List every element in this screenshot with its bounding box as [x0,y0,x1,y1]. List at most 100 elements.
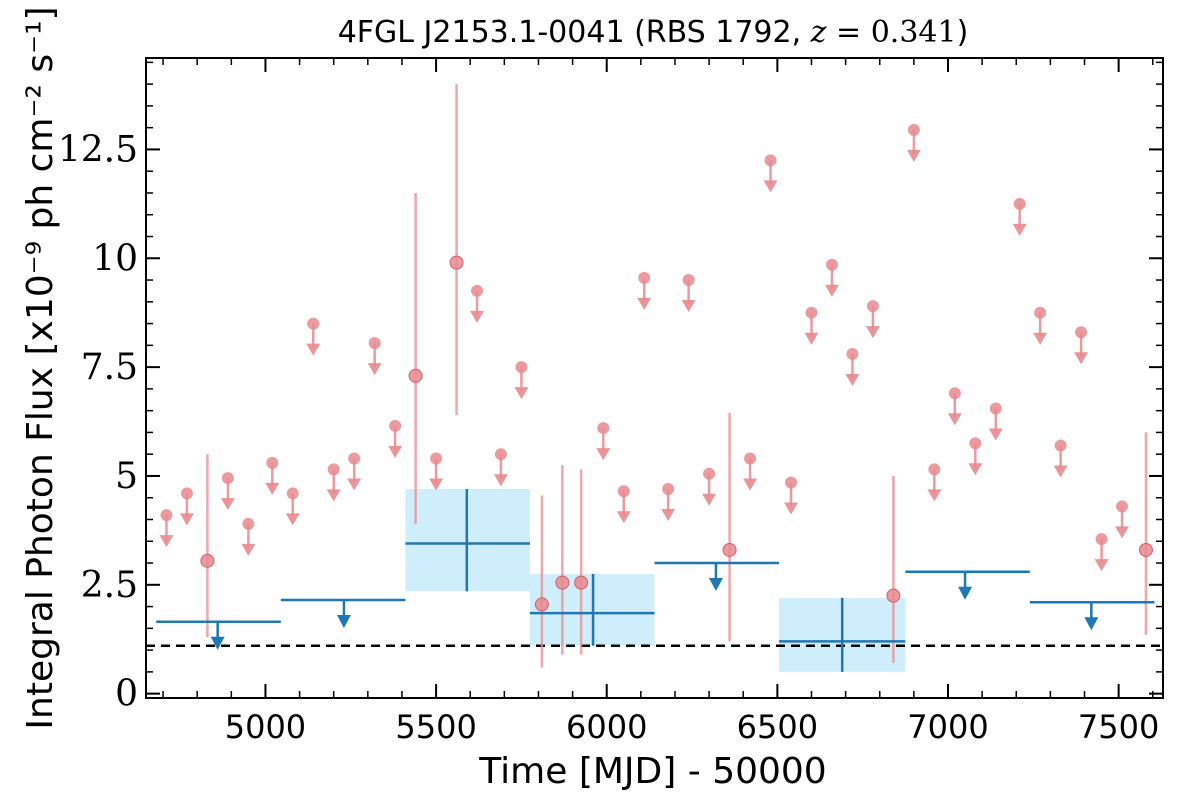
short-bin-upper-limit-arrow [596,448,611,461]
short-bin-upper-limit-point [348,452,361,465]
short-bin-upper-limit-arrow [784,502,799,515]
y-tick-label: 7.5 [81,347,138,388]
short-bin-upper-limit-point [494,448,507,461]
short-bin-detection-point [449,255,464,270]
y-tick-label: 0 [115,674,138,715]
x-axis-label: Time [MJD] - 50000 [478,751,826,792]
x-tick-label: 6000 [566,708,647,746]
x-tick-label: 7000 [907,708,988,746]
short-bin-upper-limit-point [221,472,234,485]
short-bin-upper-limit-arrow [845,374,860,387]
short-bin-upper-limit-point [515,361,528,374]
short-bin-upper-limit-point [597,422,610,435]
short-bin-upper-limit-arrow [804,332,819,345]
x-tick-label: 5000 [225,708,306,746]
short-bin-upper-limit-arrow [906,149,921,162]
short-bin-upper-limit-point [948,387,961,400]
long-bin-upper-limit-arrow [210,636,225,650]
short-bin-upper-limit-arrow [988,428,1003,441]
short-bin-upper-limit-arrow [616,511,631,524]
short-bin-upper-limit-point [266,456,279,469]
y-tick-label: 2.5 [81,565,138,606]
short-bin-upper-limit-point [764,154,777,167]
short-bin-upper-limit-arrow [367,363,382,376]
long-bin-upper-limit-arrow [958,586,973,600]
short-bin-upper-limit-point [638,271,651,284]
short-bin-upper-limit-arrow [388,445,403,458]
short-bin-upper-limit-point [1095,533,1108,546]
short-bin-upper-limit-point [180,487,193,500]
short-bin-upper-limit-point [368,337,381,350]
short-bin-detection-point [886,588,901,603]
short-bin-upper-limit-arrow [1074,352,1089,365]
axes-frame [145,57,1164,699]
short-bin-upper-limit-arrow [865,326,880,339]
short-bin-upper-limit-arrow [1053,465,1068,478]
short-bin-upper-limit-arrow [306,343,321,356]
short-bin-upper-limit-point [866,300,879,313]
short-bin-upper-limit-point [682,274,695,287]
short-bin-upper-limit-point [969,437,982,450]
short-bin-detection-point [200,553,215,568]
x-tick-label: 7500 [1078,708,1159,746]
short-bin-upper-limit-arrow [514,387,529,400]
x-tick-label: 6500 [737,708,818,746]
short-bin-upper-limit-arrow [702,493,717,506]
short-bin-upper-limit-point [928,463,941,476]
short-bin-upper-limit-arrow [241,543,256,556]
short-bin-upper-limit-arrow [1115,526,1130,539]
short-bin-upper-limit-arrow [159,535,174,548]
long-bin-upper-limit-arrow [336,615,351,629]
short-bin-upper-limit-arrow [763,180,778,193]
short-bin-detection-point [555,575,570,590]
short-bin-detection-point [1138,542,1153,557]
short-bin-upper-limit-point [907,123,920,136]
x-tick-label: 5500 [395,708,476,746]
short-bin-upper-limit-arrow [326,489,341,502]
y-tick-label: 10 [92,238,138,279]
short-bin-upper-limit-point [430,452,443,465]
short-bin-upper-limit-arrow [681,300,696,313]
short-bin-detection-point [574,575,589,590]
short-bin-upper-limit-point [785,476,798,489]
short-bin-upper-limit-point [389,419,402,432]
short-bin-upper-limit-point [1116,500,1129,513]
short-bin-upper-limit-arrow [285,513,300,526]
short-bin-upper-limit-point [307,317,320,330]
axes: 5000 5500 6000 6500 7000 7500 0 2.5 5 7.5 10 12.5 [58,57,1164,746]
short-bin-upper-limit-arrow [1012,223,1027,236]
short-bin-upper-limit-arrow [265,482,280,495]
short-bin-upper-limit-arrow [824,284,839,297]
short-bin-upper-limit-arrow [1094,559,1109,572]
short-bin-upper-limit-point [471,284,484,297]
y-tick-label: 12.5 [58,129,138,170]
short-bin-upper-limit-arrow [220,498,235,511]
plot-area [146,84,1163,672]
short-bin-upper-limit-arrow [968,463,983,476]
short-bin-upper-limit-point [744,452,757,465]
short-bin-detection-point [408,368,423,383]
short-bin-upper-limit-point [617,485,630,498]
short-bin-upper-limit-arrow [179,513,194,526]
short-bin-upper-limit-point [1075,326,1088,339]
short-bin-upper-limit-arrow [661,509,676,522]
y-tick-label: 5 [115,456,138,497]
y-axis-label: Integral Photon Flux [x10⁻⁹ ph cm⁻² s⁻¹] [20,6,61,729]
short-bin-upper-limit-point [825,258,838,271]
short-bin-upper-limit-point [1054,439,1067,452]
short-bin-upper-limit-arrow [493,474,508,487]
short-bin-upper-limit-point [989,402,1002,415]
short-bin-upper-limit-arrow [927,489,942,502]
short-bin-upper-limit-point [1034,306,1047,319]
short-bin-upper-limit-arrow [470,310,485,323]
short-bin-upper-limit-arrow [429,478,444,491]
short-bin-upper-limit-arrow [743,478,758,491]
short-bin-detection-point [534,597,549,612]
short-bin-upper-limit-arrow [347,478,362,491]
long-bin-upper-limit-arrow [1084,617,1099,631]
short-bin-upper-limit-point [160,509,173,522]
chart-title: 4FGL J2153.1-0041 (RBS 1792, z = 0.341) [338,15,969,50]
short-bin-detection-point [722,542,737,557]
short-bin-upper-limit-point [846,348,859,361]
